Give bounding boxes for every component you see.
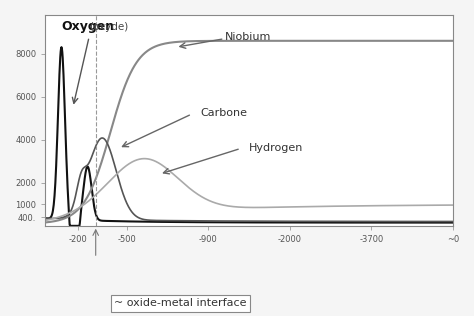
Text: (oxyde): (oxyde)	[89, 22, 128, 32]
Text: Carbone: Carbone	[200, 108, 247, 118]
Text: ~ oxide-metal interface: ~ oxide-metal interface	[114, 298, 246, 308]
Text: Niobium: Niobium	[225, 32, 271, 42]
Text: Hydrogen: Hydrogen	[249, 143, 303, 153]
Text: Oxygen: Oxygen	[62, 20, 115, 33]
